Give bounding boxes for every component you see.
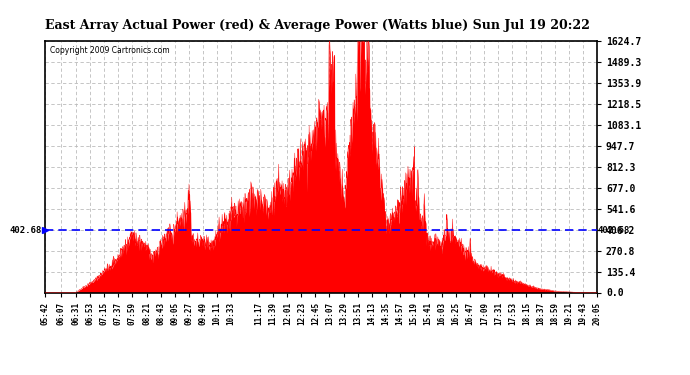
Text: 402.68: 402.68: [598, 226, 630, 235]
Text: Copyright 2009 Cartronics.com: Copyright 2009 Cartronics.com: [50, 46, 170, 55]
Text: East Array Actual Power (red) & Average Power (Watts blue) Sun Jul 19 20:22: East Array Actual Power (red) & Average …: [45, 19, 590, 32]
Text: 402.68: 402.68: [10, 226, 42, 235]
